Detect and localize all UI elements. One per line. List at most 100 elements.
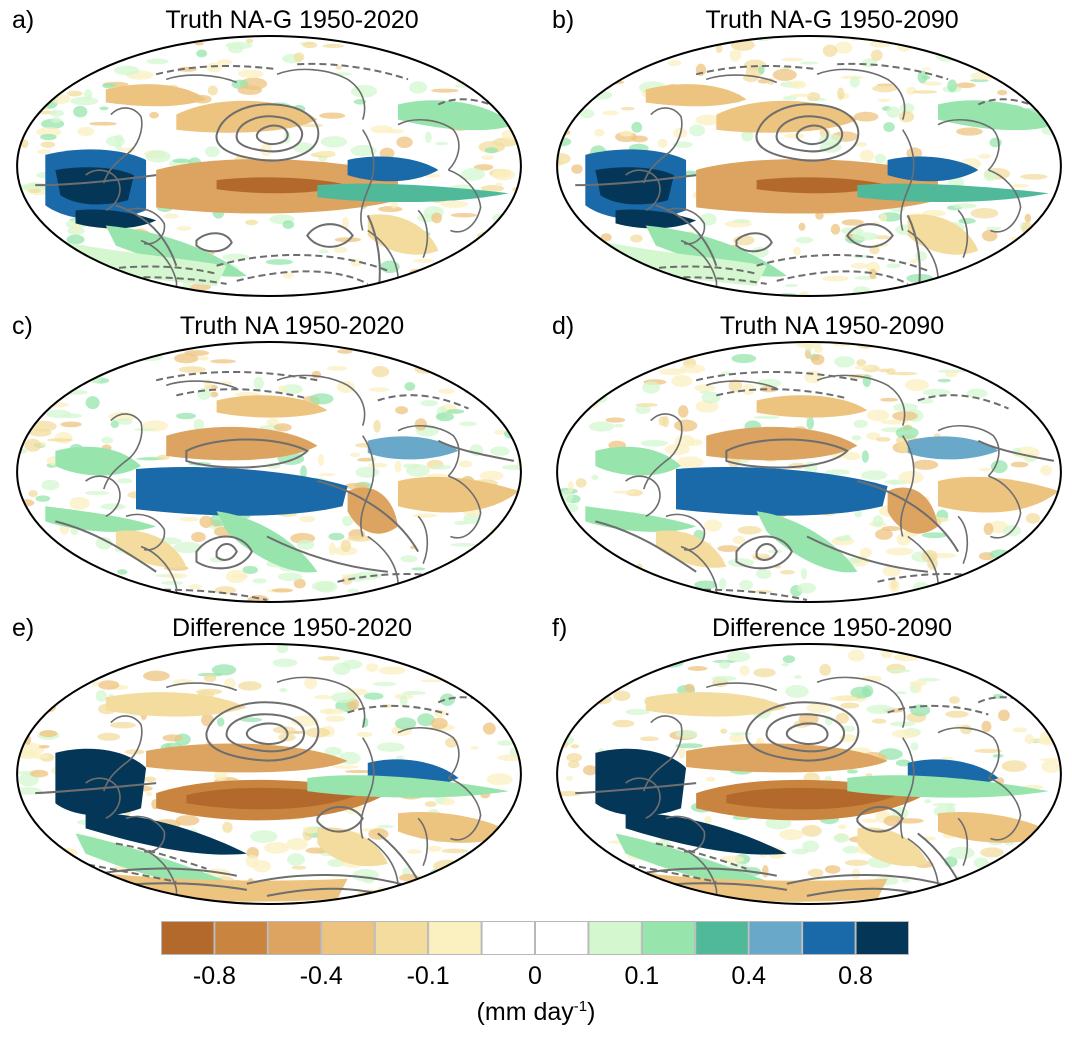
field-speckle bbox=[84, 491, 110, 496]
precip-anomaly-region bbox=[105, 692, 247, 717]
robinson-map bbox=[16, 35, 522, 297]
field-speckle bbox=[594, 868, 601, 875]
field-speckle bbox=[640, 439, 668, 447]
field-speckle bbox=[806, 416, 815, 430]
field-speckle bbox=[798, 222, 806, 231]
coastline bbox=[816, 68, 906, 120]
field-speckle bbox=[1019, 883, 1035, 887]
field-speckle bbox=[97, 586, 119, 591]
field-speckle bbox=[705, 776, 716, 782]
field-speckle bbox=[576, 62, 598, 68]
field-speckle bbox=[470, 684, 494, 691]
field-speckle bbox=[947, 79, 958, 93]
precip-anomaly-region bbox=[35, 235, 227, 286]
field-speckle bbox=[110, 420, 120, 428]
colorbar-tick-label: 0.4 bbox=[731, 962, 767, 990]
field-speckle bbox=[495, 393, 511, 405]
colorbar bbox=[161, 921, 909, 955]
field-speckle bbox=[127, 644, 148, 657]
field-speckle bbox=[784, 133, 805, 139]
field-speckle bbox=[162, 734, 183, 742]
field-speckle bbox=[945, 370, 958, 378]
field-speckle bbox=[851, 232, 879, 241]
field-speckle bbox=[838, 824, 847, 830]
coastline bbox=[397, 727, 460, 779]
field-speckle bbox=[117, 583, 139, 590]
field-speckle bbox=[40, 133, 57, 141]
field-speckle bbox=[450, 212, 478, 218]
field-speckle bbox=[741, 129, 754, 142]
coastline bbox=[988, 475, 1022, 539]
field-speckle bbox=[687, 666, 708, 671]
field-speckle bbox=[210, 359, 236, 364]
precip-anomaly-region bbox=[367, 214, 439, 255]
field-speckle bbox=[484, 147, 499, 154]
field-speckle bbox=[980, 847, 1004, 858]
positive-contour bbox=[306, 223, 354, 248]
colorbar-swatch bbox=[748, 921, 803, 955]
field-speckle bbox=[996, 44, 1021, 54]
panel-letter: c) bbox=[12, 312, 33, 340]
field-speckle bbox=[39, 730, 58, 738]
field-speckle bbox=[559, 579, 577, 589]
coastline bbox=[642, 107, 683, 184]
field-speckle bbox=[1047, 668, 1061, 681]
field-speckle bbox=[57, 289, 67, 295]
colorbar-tick-label: 0.8 bbox=[838, 962, 873, 990]
robinson-map bbox=[556, 341, 1062, 603]
field-speckle bbox=[71, 903, 92, 904]
field-speckle bbox=[117, 569, 128, 575]
field-speckle bbox=[488, 666, 498, 671]
field-speckle bbox=[199, 515, 213, 528]
field-speckle bbox=[277, 385, 286, 394]
field-speckle bbox=[719, 661, 731, 669]
field-speckle bbox=[806, 92, 821, 101]
field-speckle bbox=[60, 421, 82, 428]
field-speckle bbox=[438, 889, 453, 900]
field-speckle bbox=[51, 78, 67, 82]
field-speckle bbox=[83, 89, 93, 101]
positive-contour bbox=[35, 782, 157, 795]
field-speckle bbox=[100, 578, 123, 585]
panel-title: Truth NA 1950-2020 bbox=[179, 312, 405, 340]
field-speckle bbox=[35, 662, 57, 670]
field-speckle bbox=[245, 854, 259, 868]
map-border bbox=[556, 341, 1062, 603]
field-speckle bbox=[373, 419, 381, 433]
precip-anomaly-region bbox=[595, 446, 682, 476]
positive-contour bbox=[215, 543, 238, 561]
field-speckle bbox=[29, 428, 52, 437]
field-speckle bbox=[1024, 213, 1032, 223]
field-speckle bbox=[842, 846, 860, 854]
negative-contour bbox=[776, 270, 909, 285]
field-speckle bbox=[377, 824, 395, 829]
field-speckle bbox=[443, 283, 462, 288]
field-speckle bbox=[281, 384, 303, 395]
field-speckle bbox=[113, 65, 140, 76]
coastline bbox=[417, 209, 429, 259]
field-speckle bbox=[856, 359, 867, 367]
field-speckle bbox=[438, 873, 448, 877]
field-speckle bbox=[89, 121, 117, 126]
field-speckle bbox=[408, 276, 418, 280]
field-speckle bbox=[145, 150, 171, 163]
field-speckle bbox=[995, 255, 1015, 262]
field-speckle bbox=[419, 590, 428, 598]
negative-contour bbox=[716, 388, 848, 400]
field-speckle bbox=[434, 141, 448, 146]
field-speckle bbox=[42, 865, 58, 874]
field-speckle bbox=[910, 742, 919, 751]
field-speckle bbox=[762, 865, 769, 878]
precip-anomaly-region bbox=[105, 84, 207, 107]
field-speckle bbox=[822, 275, 849, 282]
coastline bbox=[397, 425, 460, 477]
field-speckle bbox=[922, 81, 943, 86]
coastline bbox=[680, 847, 718, 904]
field-speckle bbox=[163, 213, 179, 219]
field-speckle bbox=[462, 273, 471, 281]
field-speckle bbox=[912, 90, 938, 94]
field-speckle bbox=[378, 206, 403, 213]
field-speckle bbox=[871, 718, 887, 724]
field-speckle bbox=[575, 478, 587, 488]
field-speckle bbox=[630, 234, 643, 243]
